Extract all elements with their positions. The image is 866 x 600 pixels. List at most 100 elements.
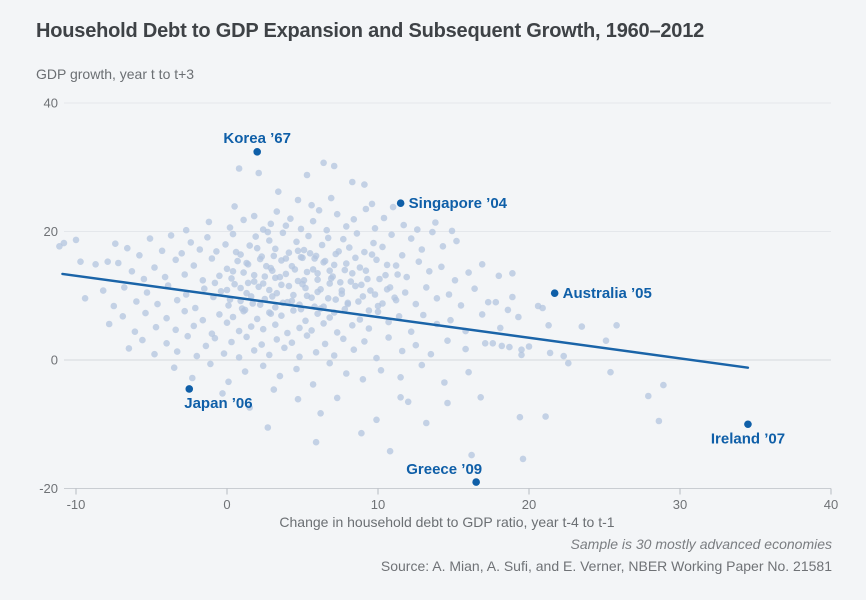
scatter-point xyxy=(303,268,311,276)
scatter-point xyxy=(237,284,244,292)
scatter-point xyxy=(379,243,386,251)
scatter-point xyxy=(309,381,317,388)
scatter-point xyxy=(226,224,234,231)
scatter-point xyxy=(481,340,489,347)
scatter-point xyxy=(297,225,305,233)
scatter-point xyxy=(326,267,334,275)
scatter-point xyxy=(139,336,146,344)
sample-footnote: Sample is 30 mostly advanced economies xyxy=(570,536,832,552)
scatter-point xyxy=(281,344,288,352)
scatter-point xyxy=(451,277,459,284)
scatter-point xyxy=(389,203,397,211)
scatter-point xyxy=(330,261,338,269)
scatter-point xyxy=(347,278,355,285)
scatter-point xyxy=(211,279,219,287)
scatter-point xyxy=(542,413,549,420)
scatter-point xyxy=(250,271,258,279)
scatter-point xyxy=(337,279,344,286)
scatter-point xyxy=(235,327,243,335)
scatter-point xyxy=(498,342,506,350)
scatter-point xyxy=(291,266,299,273)
scatter-point xyxy=(276,372,284,380)
scatter-point xyxy=(187,239,195,246)
scatter-point xyxy=(77,258,84,266)
scatter-point xyxy=(273,336,281,343)
scatter-point xyxy=(269,267,276,275)
scatter-point xyxy=(362,267,370,275)
scatter-point xyxy=(152,323,160,331)
scatter-point xyxy=(412,300,420,308)
scatter-point xyxy=(404,398,412,406)
scatter-point xyxy=(376,275,383,283)
scatter-point xyxy=(172,256,179,264)
scatter-point xyxy=(386,284,394,291)
scatter-point xyxy=(142,309,149,317)
scatter-point xyxy=(311,255,318,262)
trend-line xyxy=(61,272,750,369)
scatter-point xyxy=(383,261,391,269)
scatter-point xyxy=(267,220,275,228)
scatter-point xyxy=(181,307,188,315)
scatter-point xyxy=(220,350,228,357)
scatter-point xyxy=(81,295,89,302)
scatter-point xyxy=(326,314,334,321)
scatter-point xyxy=(516,413,524,421)
x-tick-label-20: 20 xyxy=(522,497,536,512)
scatter-point xyxy=(115,259,122,267)
scatter-point xyxy=(266,286,273,294)
scatter-point xyxy=(207,360,214,368)
scatter-point xyxy=(519,455,527,463)
scatter-point xyxy=(196,246,204,253)
scatter-point xyxy=(433,295,441,302)
scatter-point xyxy=(110,302,118,310)
scatter-point xyxy=(172,326,179,334)
scatter-point xyxy=(367,287,374,294)
scatter-point xyxy=(303,171,311,179)
scatter-point xyxy=(112,240,119,247)
scatter-point xyxy=(398,347,406,355)
scatter-point xyxy=(190,262,198,269)
scatter-point xyxy=(350,216,358,223)
scatter-points-layer xyxy=(56,159,667,463)
scatter-point xyxy=(509,293,516,301)
scatter-point xyxy=(294,247,302,255)
scatter-point xyxy=(333,210,341,218)
scatter-point xyxy=(256,255,264,263)
scatter-point xyxy=(231,280,238,288)
scatter-point xyxy=(247,293,255,300)
scatter-point xyxy=(497,324,504,332)
scatter-point xyxy=(272,245,279,253)
annotations-layer: Korea ’67 Singapore ’04 Australia ’05 Japan… xyxy=(184,130,785,486)
scatter-point xyxy=(386,447,394,455)
scatter-point xyxy=(161,273,169,281)
scatter-point xyxy=(423,419,430,427)
scatter-point xyxy=(229,268,237,275)
scatter-point xyxy=(509,270,516,277)
scatter-point xyxy=(264,424,272,431)
scatter-point xyxy=(190,322,198,330)
scatter-point xyxy=(371,225,379,232)
scatter-point xyxy=(246,404,253,411)
scatter-point xyxy=(303,332,311,339)
scatter-point xyxy=(258,341,266,348)
scatter-point xyxy=(368,251,376,258)
scatter-point xyxy=(356,264,364,271)
y-tick-label--20: -20 xyxy=(39,481,58,496)
scatter-point xyxy=(489,340,497,347)
annotation-dot-korea xyxy=(253,148,261,156)
scatter-point xyxy=(290,307,297,314)
x-tick-label-10: 10 xyxy=(371,497,385,512)
scatter-point xyxy=(471,285,478,293)
scatter-point xyxy=(352,282,359,290)
scatter-point xyxy=(273,208,281,215)
scatter-point xyxy=(444,399,451,407)
scatter-point xyxy=(303,292,311,300)
scatter-point xyxy=(223,286,231,294)
scatter-point xyxy=(223,319,231,327)
scatter-point xyxy=(170,364,178,372)
scatter-point xyxy=(259,362,267,370)
scatter-point xyxy=(302,317,309,325)
scatter-point xyxy=(327,194,335,202)
scatter-point xyxy=(326,359,334,367)
scatter-point xyxy=(394,271,401,278)
